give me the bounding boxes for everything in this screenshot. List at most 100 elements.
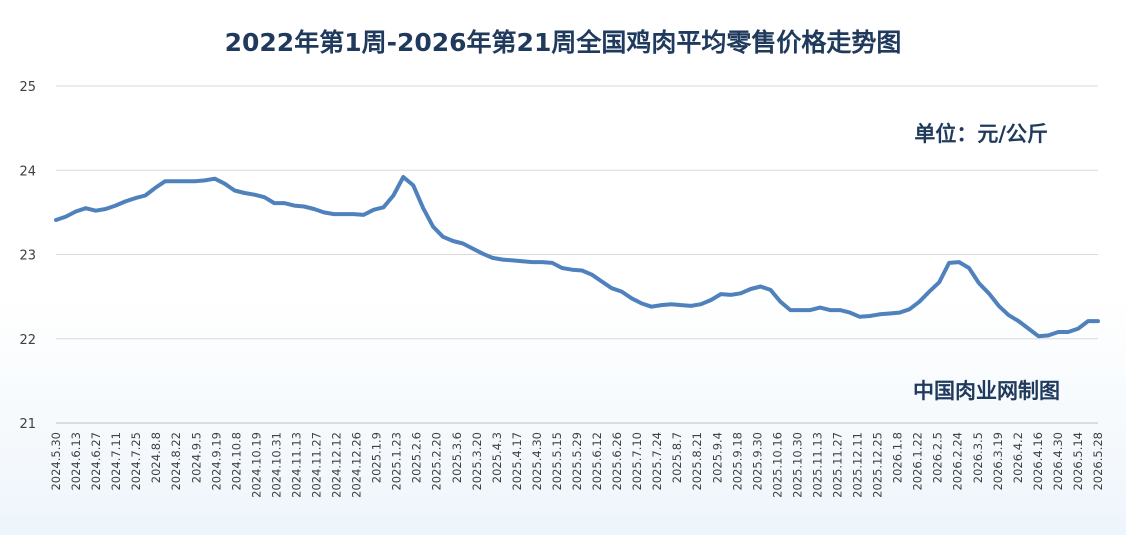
x-tick-label: 2025.6.12	[590, 432, 604, 491]
data-point	[848, 311, 852, 315]
data-point	[640, 301, 643, 305]
data-point	[649, 305, 653, 309]
x-tick-label: 2024.8.8	[149, 432, 163, 483]
x-axis: 2024.5.30 2024.6.13 2024.6.27 2024.7.11 2024…	[49, 432, 1105, 498]
data-point	[362, 213, 366, 217]
data-point	[322, 210, 326, 214]
data-point	[759, 285, 763, 288]
x-tick-label: 2025.4.17	[510, 432, 524, 491]
data-point	[1076, 327, 1080, 331]
data-point	[54, 218, 58, 222]
data-point	[1027, 327, 1030, 331]
data-point	[878, 312, 882, 316]
x-tick-label: 2025.9.4	[710, 432, 724, 483]
x-tick-label: 2025.9.18	[730, 432, 744, 491]
data-point	[828, 308, 832, 312]
x-tick-label: 2024.6.13	[69, 432, 83, 491]
data-point	[600, 280, 604, 283]
x-tick-label: 2024.10.31	[269, 432, 283, 498]
x-tick-label: 2024.11.27	[310, 432, 324, 498]
data-point	[292, 204, 296, 208]
price-series-line	[54, 175, 1100, 339]
data-point	[441, 235, 445, 239]
data-point	[530, 260, 534, 264]
series-layer	[54, 175, 1100, 339]
data-point	[461, 242, 465, 245]
data-point	[947, 261, 951, 265]
data-point	[620, 290, 624, 294]
x-tick-label: 2024.9.19	[209, 432, 223, 491]
data-point	[94, 209, 98, 213]
x-tick-label: 2024.9.5	[189, 432, 203, 483]
data-point	[272, 201, 276, 205]
data-point	[501, 258, 505, 262]
x-tick-label: 2026.3.19	[991, 432, 1005, 491]
data-point	[1086, 319, 1090, 323]
data-point	[749, 287, 753, 291]
data-point	[511, 258, 514, 262]
data-point	[610, 286, 614, 290]
data-point	[689, 304, 693, 308]
data-point	[391, 194, 395, 197]
data-point	[302, 205, 306, 208]
x-tick-label: 2024.12.26	[350, 432, 364, 498]
data-point	[977, 281, 981, 285]
data-point	[193, 179, 197, 183]
data-point	[1046, 333, 1050, 337]
data-point	[798, 308, 802, 312]
x-tick-label: 2026.4.16	[1031, 432, 1045, 491]
data-point	[114, 204, 117, 208]
x-tick-label: 2025.9.30	[750, 432, 764, 491]
data-point	[1017, 319, 1021, 323]
x-tick-label: 2025.10.16	[770, 432, 784, 498]
x-tick-label: 2024.7.25	[129, 432, 143, 491]
x-tick-label: 2025.1.23	[390, 432, 404, 491]
data-point	[957, 260, 961, 264]
x-tick-label: 2025.11.13	[810, 432, 824, 498]
y-axis: 21 22 23 24 25	[19, 80, 36, 432]
data-point	[84, 206, 88, 210]
x-tick-label: 2025.7.10	[630, 432, 644, 491]
data-point	[173, 179, 177, 183]
data-point	[183, 179, 187, 183]
data-point	[769, 288, 772, 292]
x-tick-label: 2024.11.13	[289, 432, 303, 498]
data-point	[540, 260, 544, 264]
data-point	[739, 291, 743, 295]
x-tick-label: 2025.11.27	[831, 432, 845, 498]
x-tick-label: 2026.1.8	[891, 432, 905, 483]
data-point	[401, 175, 405, 179]
y-tick-label: 22	[19, 333, 36, 348]
data-point	[729, 293, 733, 297]
data-point	[471, 247, 475, 251]
y-tick-label: 23	[19, 249, 36, 264]
x-tick-label: 2025.3.20	[470, 432, 484, 491]
data-point	[104, 207, 108, 211]
x-tick-label: 2024.10.8	[229, 432, 243, 491]
data-point	[699, 302, 703, 306]
data-point	[411, 183, 415, 187]
x-tick-label: 2025.12.11	[851, 432, 865, 498]
x-tick-label: 2025.4.30	[530, 432, 544, 491]
x-tick-label: 2026.5.28	[1091, 432, 1105, 491]
data-point	[153, 186, 157, 190]
data-point	[1007, 313, 1011, 317]
data-point	[778, 300, 782, 304]
x-tick-label: 2024.5.30	[49, 432, 63, 491]
x-tick-label: 2025.3.6	[450, 432, 464, 483]
x-tick-label: 2025.8.21	[690, 432, 704, 491]
data-point	[203, 178, 207, 182]
data-point	[451, 239, 455, 243]
data-point	[818, 306, 822, 310]
data-point	[64, 215, 68, 219]
data-point	[997, 304, 1001, 308]
data-point	[580, 269, 584, 272]
data-point	[590, 273, 594, 277]
data-point	[262, 195, 266, 199]
data-point	[133, 196, 137, 200]
data-point	[342, 212, 346, 216]
data-point	[550, 261, 554, 265]
x-tick-label: 2026.5.14	[1071, 432, 1085, 491]
